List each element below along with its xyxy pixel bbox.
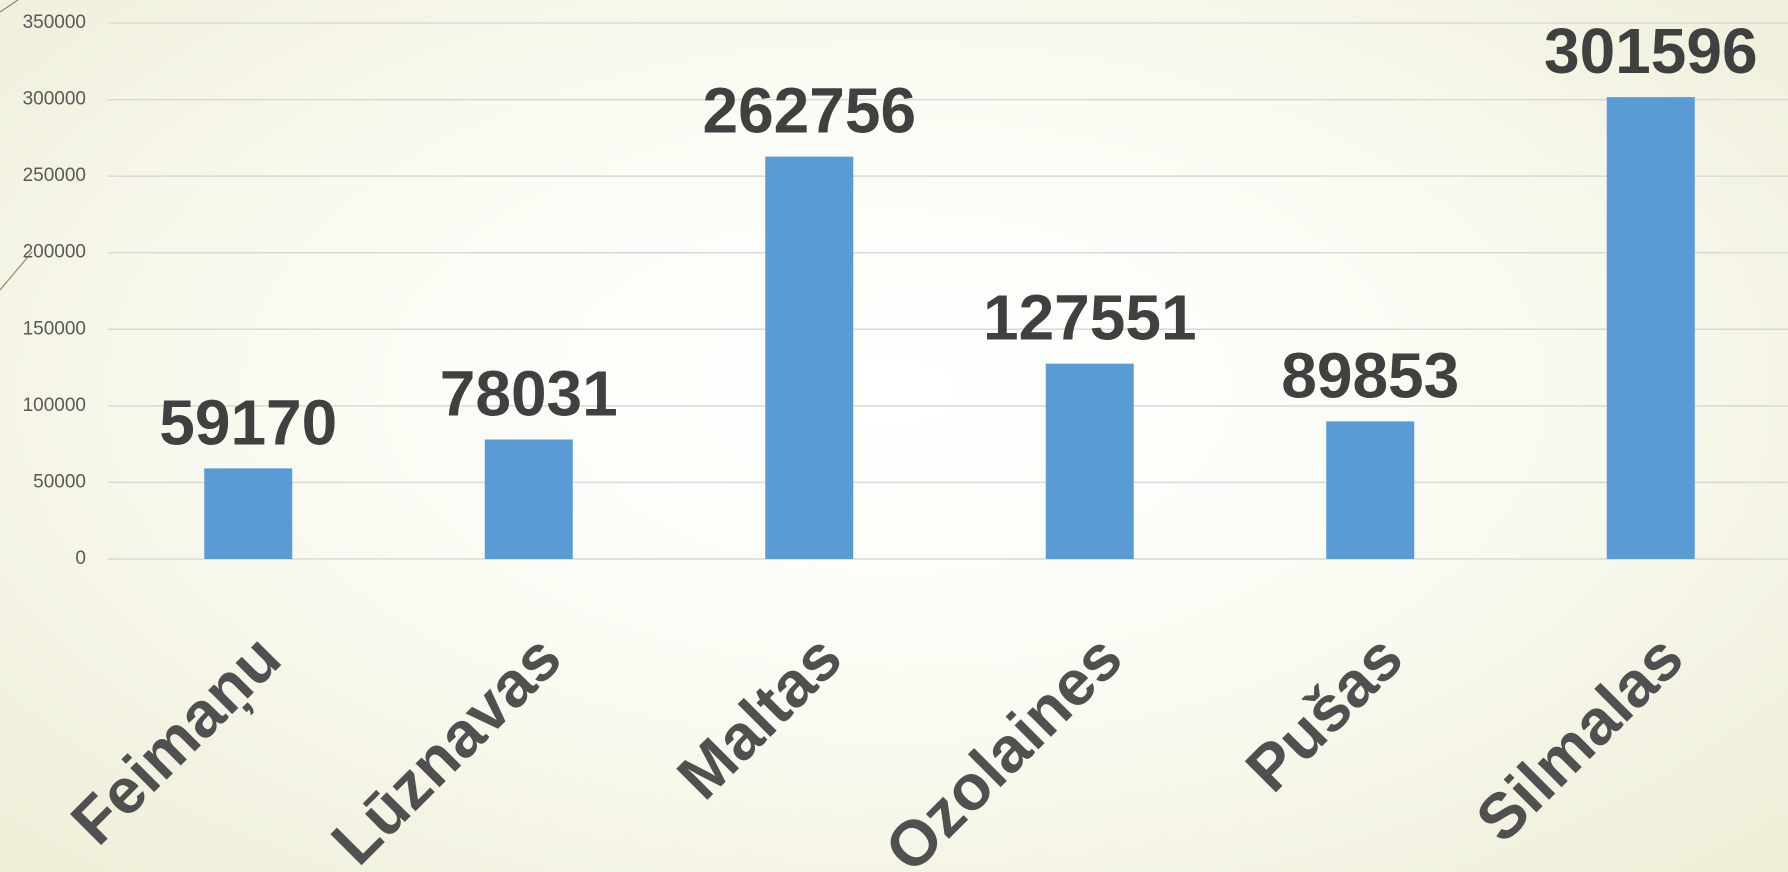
- bar: [1326, 421, 1415, 559]
- y-tick-label: 50000: [33, 471, 86, 492]
- decor-line: [0, 0, 19, 13]
- bar: [765, 156, 854, 559]
- data-label: 89853: [1281, 339, 1459, 411]
- decor-line: [0, 251, 33, 291]
- bar: [204, 468, 293, 559]
- data-label: 78031: [440, 358, 618, 430]
- x-tick-label: Lūznavas: [318, 621, 575, 872]
- data-label: 262756: [702, 75, 916, 147]
- y-tick-label: 200000: [23, 242, 86, 263]
- bar: [484, 439, 573, 559]
- x-tick-label: Maltas: [663, 621, 855, 813]
- y-tick-label: 350000: [23, 12, 86, 33]
- bar: [1606, 97, 1695, 560]
- x-tick-label: Pušas: [1232, 621, 1416, 805]
- data-label: 301596: [1544, 15, 1758, 87]
- x-tick-label: Ozolaines: [871, 621, 1136, 872]
- data-label: 59170: [159, 386, 337, 458]
- y-tick-label: 0: [75, 548, 86, 569]
- y-tick-label: 300000: [23, 89, 86, 110]
- x-tick-label: Silmalas: [1462, 621, 1697, 856]
- y-tick-label: 250000: [23, 165, 86, 186]
- y-tick-label: 100000: [23, 395, 86, 416]
- bar: [1045, 363, 1134, 559]
- data-label: 127551: [983, 282, 1197, 354]
- x-tick-label: Feimaņu: [57, 621, 295, 859]
- y-tick-label: 150000: [23, 318, 86, 339]
